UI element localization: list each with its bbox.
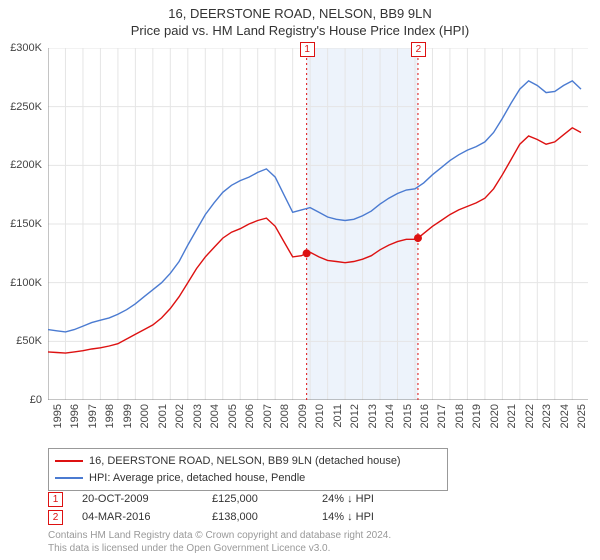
x-tick-label: 1999 [122, 404, 134, 428]
sale-delta: 14% ↓ HPI [322, 511, 374, 523]
x-tick-label: 2021 [506, 404, 518, 428]
sale-marker-2: 2 [411, 42, 426, 57]
x-tick-label: 2011 [332, 404, 344, 428]
sale-row: 2 04-MAR-2016£138,00014% ↓ HPI [48, 508, 374, 526]
x-tick-label: 2007 [262, 404, 274, 428]
x-tick-label: 2005 [227, 404, 239, 428]
x-tick-label: 2015 [402, 404, 414, 428]
sale-date: 04-MAR-2016 [82, 511, 212, 523]
x-tick-label: 2023 [541, 404, 553, 428]
y-tick-label: £250K [10, 101, 42, 113]
sale-date: 20-OCT-2009 [82, 493, 212, 505]
x-tick-label: 2018 [454, 404, 466, 428]
y-tick-label: £150K [10, 218, 42, 230]
legend-item: 16, DEERSTONE ROAD, NELSON, BB9 9LN (det… [55, 453, 441, 470]
sale-delta: 24% ↓ HPI [322, 493, 374, 505]
legend-label: HPI: Average price, detached house, Pend… [89, 472, 305, 484]
x-tick-label: 1995 [52, 404, 64, 428]
x-tick-label: 1996 [69, 404, 81, 428]
x-tick-label: 2016 [419, 404, 431, 428]
legend-swatch [55, 477, 83, 479]
x-tick-label: 2014 [384, 404, 396, 428]
x-tick-label: 2002 [174, 404, 186, 428]
sale-marker-1: 1 [300, 42, 315, 57]
x-tick-label: 2020 [489, 404, 501, 428]
x-tick-label: 1998 [104, 404, 116, 428]
y-tick-label: £200K [10, 159, 42, 171]
x-tick-label: 2001 [157, 404, 169, 428]
x-tick-label: 2003 [192, 404, 204, 428]
x-tick-label: 2004 [209, 404, 221, 428]
x-tick-label: 1997 [87, 404, 99, 428]
y-tick-label: £100K [10, 277, 42, 289]
footer-line-1: Contains HM Land Registry data © Crown c… [48, 530, 391, 543]
x-tick-label: 2010 [314, 404, 326, 428]
sale-price: £138,000 [212, 511, 322, 523]
footer: Contains HM Land Registry data © Crown c… [48, 530, 391, 555]
chart-area: £0£50K£100K£150K£200K£250K£300K 19951996… [48, 48, 588, 400]
y-tick-label: £300K [10, 42, 42, 54]
x-tick-label: 2000 [139, 404, 151, 428]
sale-price: £125,000 [212, 493, 322, 505]
chart-title: 16, DEERSTONE ROAD, NELSON, BB9 9LN [0, 0, 600, 23]
x-tick-label: 2019 [471, 404, 483, 428]
x-tick-label: 2013 [367, 404, 379, 428]
legend: 16, DEERSTONE ROAD, NELSON, BB9 9LN (det… [48, 448, 448, 491]
legend-swatch [55, 460, 83, 462]
x-tick-label: 2022 [524, 404, 536, 428]
x-tick-label: 2017 [436, 404, 448, 428]
y-tick-label: £50K [16, 335, 42, 347]
sale-row: 1 20-OCT-2009£125,00024% ↓ HPI [48, 490, 374, 508]
x-tick-label: 2009 [297, 404, 309, 428]
sale-marker-box: 1 [48, 492, 63, 507]
x-tick-label: 2025 [576, 404, 588, 428]
chart-svg [48, 48, 588, 400]
chart-container: 16, DEERSTONE ROAD, NELSON, BB9 9LN Pric… [0, 0, 600, 560]
x-tick-label: 2012 [349, 404, 361, 428]
x-tick-label: 2006 [244, 404, 256, 428]
x-tick-label: 2008 [279, 404, 291, 428]
legend-label: 16, DEERSTONE ROAD, NELSON, BB9 9LN (det… [89, 455, 401, 467]
footer-line-2: This data is licensed under the Open Gov… [48, 543, 391, 556]
sales-table: 1 20-OCT-2009£125,00024% ↓ HPI 2 04-MAR-201… [48, 490, 374, 526]
sale-marker-box: 2 [48, 510, 63, 525]
x-tick-label: 2024 [559, 404, 571, 428]
y-tick-label: £0 [30, 394, 42, 406]
legend-item: HPI: Average price, detached house, Pend… [55, 470, 441, 487]
chart-subtitle: Price paid vs. HM Land Registry's House … [0, 23, 600, 42]
